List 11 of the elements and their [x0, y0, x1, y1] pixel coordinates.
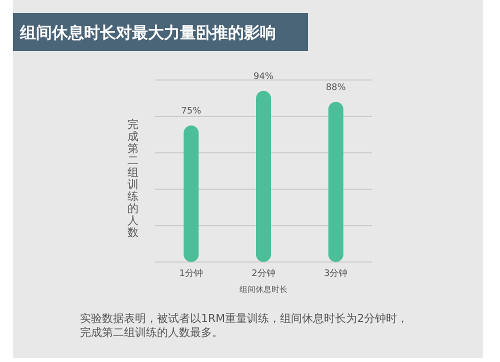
- data-label: 94%: [253, 72, 274, 82]
- x-tick-label: 3分钟: [324, 268, 348, 279]
- data-label: 88%: [326, 82, 346, 93]
- text: 完成第二组训练的人数最多。: [80, 326, 223, 339]
- text: 完成第二组训练的人数: [128, 118, 138, 239]
- x-tick-label: 1分钟: [179, 268, 204, 279]
- chart-title: 组间休息时长对最大力量卧推的影响: [19, 23, 276, 42]
- text: 实验数据表明，被试者以1RM重量训练，组间休息时长为2分钟时，: [80, 312, 408, 325]
- x-axis-title: 组间休息时长: [240, 285, 288, 294]
- x-tick-label: 2分钟: [252, 268, 276, 279]
- data-label: 75%: [181, 106, 202, 116]
